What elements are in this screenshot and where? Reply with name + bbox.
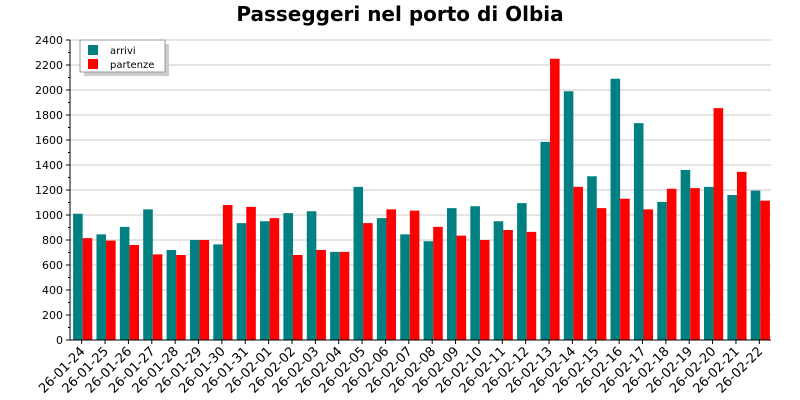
y-tick-label: 600 — [42, 259, 63, 272]
bar-partenze — [736, 171, 747, 341]
bar-partenze — [199, 240, 210, 340]
bar-arrivi — [633, 123, 644, 341]
bar-partenze — [433, 226, 443, 341]
bar-partenze — [760, 200, 770, 341]
bar-partenze — [129, 245, 139, 340]
bar-partenze — [643, 209, 654, 341]
bar-partenze — [526, 231, 537, 341]
bar-partenze — [620, 198, 630, 340]
bar-partenze — [479, 240, 490, 340]
bar-arrivi — [587, 176, 597, 340]
bar-partenze — [106, 240, 116, 341]
bar-partenze — [713, 108, 724, 341]
y-tick-label: 2200 — [35, 59, 63, 72]
bar-arrivi — [727, 195, 737, 340]
bar-arrivi — [470, 206, 480, 340]
y-tick-label: 1200 — [35, 184, 63, 197]
bar-partenze — [409, 210, 420, 341]
y-tick-label: 2000 — [35, 84, 63, 97]
legend: arrivi partenze — [79, 39, 169, 76]
bar-partenze — [269, 218, 280, 341]
y-tick-label: 1400 — [35, 159, 63, 172]
bar-arrivi — [330, 251, 340, 341]
bar-partenze — [316, 250, 326, 340]
bar-arrivi — [306, 211, 317, 340]
y-tick-label: 0 — [56, 334, 63, 347]
bar-partenze — [82, 238, 93, 341]
bar-arrivi — [96, 234, 107, 341]
y-tick-label: 800 — [42, 234, 63, 247]
bar-partenze — [690, 188, 700, 341]
bar-arrivi — [704, 186, 714, 341]
bar-arrivi — [750, 190, 761, 341]
bars — [73, 58, 770, 341]
grid-lines — [70, 39, 771, 341]
bar-arrivi — [376, 218, 387, 341]
legend-swatch-partenze — [88, 59, 98, 69]
chart-title: Passeggeri nel porto di Olbia — [236, 2, 564, 26]
y-tick-label: 1000 — [35, 209, 63, 222]
bar-partenze — [339, 251, 350, 341]
y-tick-label: 200 — [42, 309, 63, 322]
y-tick-label: 2400 — [35, 34, 63, 47]
bar-partenze — [176, 255, 186, 340]
bar-partenze — [152, 254, 163, 341]
bar-arrivi — [353, 186, 364, 341]
bar-arrivi — [260, 221, 270, 340]
bar-arrivi — [493, 221, 504, 340]
bar-arrivi — [166, 250, 177, 340]
y-tick-label: 1600 — [35, 134, 63, 147]
bar-arrivi — [563, 91, 574, 340]
bar-arrivi — [213, 244, 223, 341]
bar-partenze — [222, 205, 233, 340]
bar-partenze — [456, 235, 467, 341]
bar-partenze — [596, 208, 607, 341]
bar-partenze — [666, 188, 677, 340]
bar-arrivi — [680, 170, 691, 340]
bar-arrivi — [189, 240, 200, 340]
bar-arrivi — [423, 241, 434, 340]
bar-arrivi — [657, 201, 667, 341]
bar-arrivi — [236, 223, 247, 341]
y-tick-label: 1800 — [35, 109, 63, 122]
legend-label-arrivi: arrivi — [110, 46, 136, 57]
legend-label-partenze: partenze — [110, 60, 154, 71]
bar-partenze — [550, 58, 560, 340]
bar-arrivi — [400, 234, 410, 341]
axes — [66, 39, 771, 344]
bar-arrivi — [517, 203, 527, 341]
legend-swatch-arrivi — [88, 45, 98, 55]
bar-arrivi — [540, 141, 551, 341]
bar-partenze — [573, 186, 583, 341]
bar-partenze — [386, 209, 397, 341]
bar-arrivi — [610, 78, 621, 340]
bar-partenze — [503, 230, 513, 340]
y-tick-label: 400 — [42, 284, 63, 297]
bar-arrivi — [283, 213, 293, 341]
bar-arrivi — [73, 213, 83, 340]
bar-partenze — [363, 223, 373, 341]
bar-partenze — [292, 255, 303, 340]
bar-arrivi — [143, 209, 153, 341]
bar-arrivi — [446, 208, 457, 341]
bar-partenze — [246, 206, 256, 341]
bar-arrivi — [119, 226, 130, 341]
